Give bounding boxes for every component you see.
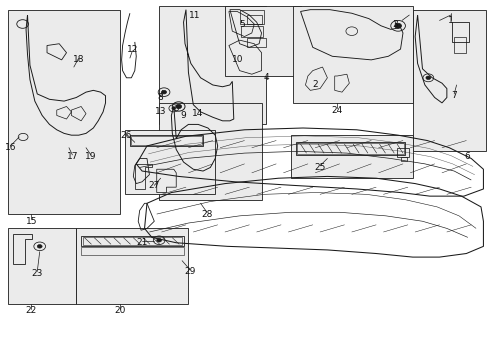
FancyBboxPatch shape: [159, 103, 261, 200]
Bar: [131, 136, 201, 145]
FancyBboxPatch shape: [293, 6, 412, 103]
Text: 28: 28: [201, 210, 212, 219]
Bar: [81, 235, 183, 246]
Bar: [239, 10, 264, 24]
Bar: [82, 237, 182, 244]
Bar: [297, 143, 403, 154]
FancyBboxPatch shape: [290, 135, 412, 178]
Text: 16: 16: [5, 143, 16, 152]
Bar: [453, 37, 466, 53]
Text: 26: 26: [121, 131, 132, 140]
Text: 9: 9: [180, 111, 186, 120]
Text: 13: 13: [155, 107, 166, 116]
Circle shape: [37, 244, 42, 248]
Text: 14: 14: [191, 109, 203, 118]
Bar: [246, 39, 266, 47]
Text: 3: 3: [391, 19, 397, 28]
Bar: [451, 22, 468, 42]
FancyBboxPatch shape: [159, 6, 266, 125]
Text: 12: 12: [126, 45, 138, 54]
Circle shape: [394, 23, 401, 28]
FancyBboxPatch shape: [8, 10, 120, 214]
Text: 15: 15: [25, 217, 37, 226]
Circle shape: [175, 104, 181, 109]
Text: 11: 11: [189, 10, 200, 19]
Text: 21: 21: [136, 238, 147, 247]
Text: 23: 23: [32, 269, 43, 278]
Bar: [246, 15, 261, 24]
Circle shape: [161, 90, 166, 94]
Circle shape: [171, 107, 175, 110]
Text: 4: 4: [263, 73, 269, 82]
Text: 22: 22: [26, 306, 37, 315]
Bar: [400, 157, 407, 161]
Text: 10: 10: [232, 55, 244, 64]
Text: 5: 5: [239, 19, 244, 28]
Text: 24: 24: [331, 105, 342, 114]
Text: 29: 29: [184, 267, 195, 276]
Text: 18: 18: [73, 55, 84, 64]
Text: 17: 17: [66, 152, 78, 161]
Bar: [295, 142, 405, 155]
Text: 27: 27: [148, 181, 160, 190]
Circle shape: [157, 238, 161, 242]
Circle shape: [425, 76, 430, 80]
FancyBboxPatch shape: [412, 10, 485, 151]
Text: 7: 7: [450, 91, 456, 100]
Bar: [130, 135, 203, 146]
FancyBboxPatch shape: [8, 228, 76, 304]
Text: 1: 1: [447, 16, 453, 25]
Bar: [241, 26, 263, 37]
FancyBboxPatch shape: [76, 228, 188, 304]
Text: 8: 8: [158, 93, 163, 102]
FancyBboxPatch shape: [224, 6, 300, 76]
Text: 25: 25: [314, 163, 325, 172]
Text: 20: 20: [114, 306, 125, 315]
Bar: [81, 247, 183, 255]
Bar: [396, 148, 408, 157]
Text: 19: 19: [85, 152, 97, 161]
FancyBboxPatch shape: [125, 130, 215, 194]
Text: 2: 2: [312, 81, 317, 90]
Text: 6: 6: [464, 152, 469, 161]
